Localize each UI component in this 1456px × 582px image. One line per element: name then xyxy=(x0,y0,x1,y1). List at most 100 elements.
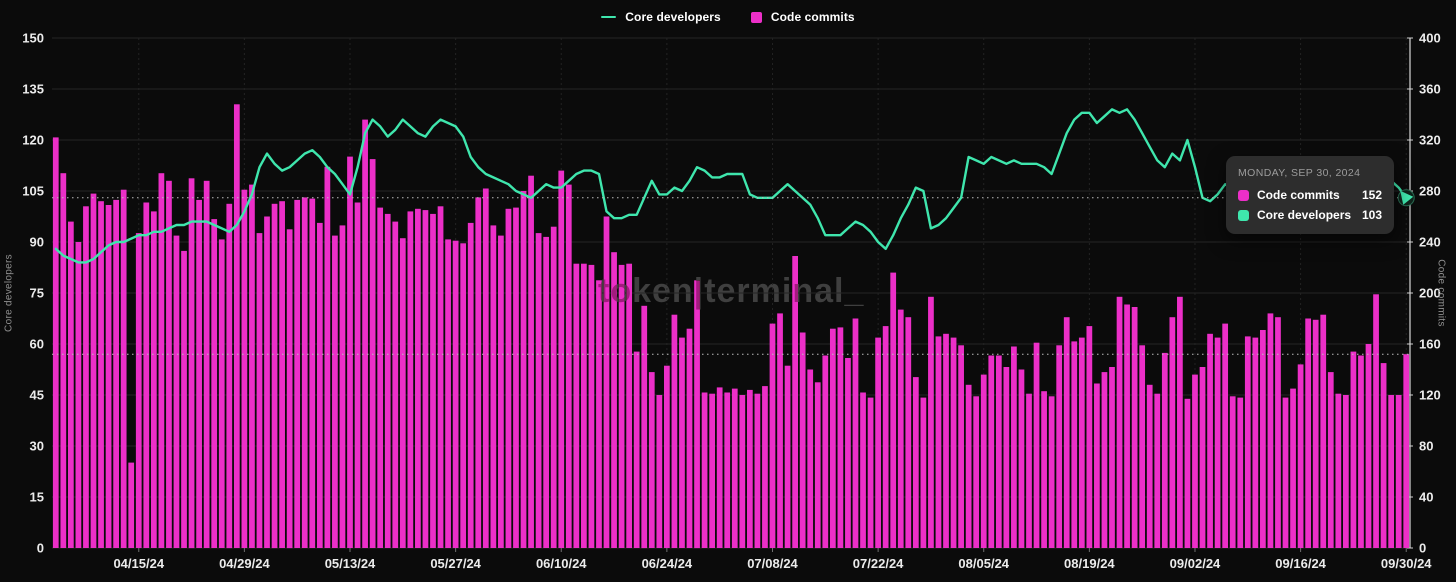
bar-code-commits[interactable] xyxy=(799,332,806,549)
bar-code-commits[interactable] xyxy=(1350,351,1357,548)
bar-code-commits[interactable] xyxy=(1041,391,1047,548)
bar-code-commits[interactable] xyxy=(1260,330,1266,548)
bar-code-commits[interactable] xyxy=(1146,384,1153,548)
bar-code-commits[interactable] xyxy=(822,355,829,549)
bar-code-commits[interactable] xyxy=(573,263,580,548)
bar-code-commits[interactable] xyxy=(1275,317,1281,548)
bar-code-commits[interactable] xyxy=(1086,326,1093,548)
bar-code-commits[interactable] xyxy=(1184,398,1191,548)
bar-code-commits[interactable] xyxy=(890,272,897,548)
bar-code-commits[interactable] xyxy=(513,207,519,548)
bar-code-commits[interactable] xyxy=(1380,363,1387,548)
bar-code-commits[interactable] xyxy=(867,397,874,548)
bar-code-commits[interactable] xyxy=(505,208,512,549)
bar-code-commits[interactable] xyxy=(1297,364,1304,548)
bar-code-commits[interactable] xyxy=(912,377,919,548)
bar-code-commits[interactable] xyxy=(581,263,587,548)
bar-code-commits[interactable] xyxy=(460,243,467,549)
bar-code-commits[interactable] xyxy=(377,207,384,548)
bar-code-commits[interactable] xyxy=(67,221,74,548)
bar-code-commits[interactable] xyxy=(905,317,912,548)
bar-code-commits[interactable] xyxy=(1373,294,1379,548)
bar-code-commits[interactable] xyxy=(52,137,59,548)
bar-code-commits[interactable] xyxy=(354,202,361,549)
bar-code-commits[interactable] xyxy=(445,239,451,548)
bar-code-commits[interactable] xyxy=(218,239,225,548)
bar-code-commits[interactable] xyxy=(1101,372,1108,548)
bar-code-commits[interactable] xyxy=(958,345,964,548)
bar-code-commits[interactable] xyxy=(158,173,165,548)
bar-code-commits[interactable] xyxy=(1154,393,1161,548)
bar-code-commits[interactable] xyxy=(1229,396,1236,548)
bar-code-commits[interactable] xyxy=(143,202,150,549)
bar-code-commits[interactable] xyxy=(1335,393,1342,548)
bar-code-commits[interactable] xyxy=(807,369,814,549)
bar-code-commits[interactable] xyxy=(769,323,776,548)
bar-code-commits[interactable] xyxy=(995,355,1002,549)
bar-code-commits[interactable] xyxy=(550,226,557,548)
bar-code-commits[interactable] xyxy=(1244,336,1251,548)
bar-code-commits[interactable] xyxy=(309,198,316,548)
bar-code-commits[interactable] xyxy=(332,235,338,548)
bar-code-commits[interactable] xyxy=(1282,397,1289,548)
bar-code-commits[interactable] xyxy=(1109,367,1115,548)
bar-code-commits[interactable] xyxy=(392,221,399,548)
bar-code-commits[interactable] xyxy=(279,201,285,548)
bar-code-commits[interactable] xyxy=(965,384,972,548)
bar-code-commits[interactable] xyxy=(105,205,112,548)
bar-code-commits[interactable] xyxy=(430,213,436,548)
bar-code-commits[interactable] xyxy=(475,197,482,548)
bar-code-commits[interactable] xyxy=(422,210,429,548)
bar-code-commits[interactable] xyxy=(498,235,504,548)
bar-code-commits[interactable] xyxy=(98,201,104,548)
bar-code-commits[interactable] xyxy=(686,328,693,548)
bar-code-commits[interactable] xyxy=(1388,395,1395,548)
bar-code-commits[interactable] xyxy=(1199,367,1206,548)
bar-code-commits[interactable] xyxy=(837,327,844,548)
bar-code-commits[interactable] xyxy=(113,199,119,548)
bar-code-commits[interactable] xyxy=(1252,337,1259,548)
bar-code-commits[interactable] xyxy=(452,240,459,548)
bar-code-commits[interactable] xyxy=(1312,319,1319,548)
bar-code-commits[interactable] xyxy=(1207,333,1213,548)
bar-code-commits[interactable] xyxy=(1011,346,1017,549)
bar-code-commits[interactable] xyxy=(618,264,625,548)
bar-code-commits[interactable] xyxy=(739,395,746,548)
bar-code-commits[interactable] xyxy=(1124,304,1130,549)
bar-code-commits[interactable] xyxy=(731,388,738,548)
bar-code-commits[interactable] xyxy=(399,238,406,548)
bar-code-commits[interactable] xyxy=(679,337,685,548)
bar-code-commits[interactable] xyxy=(1192,374,1198,548)
bar-code-commits[interactable] xyxy=(754,393,761,548)
bar-code-commits[interactable] xyxy=(1177,296,1183,548)
bar-code-commits[interactable] xyxy=(656,395,663,548)
bar-code-commits[interactable] xyxy=(1214,337,1221,548)
bar-code-commits[interactable] xyxy=(784,365,791,548)
legend-item-core-developers[interactable]: Core developers xyxy=(601,10,721,24)
bar-code-commits[interactable] xyxy=(482,188,489,549)
bar-code-commits[interactable] xyxy=(671,314,678,548)
bar-code-commits[interactable] xyxy=(1237,397,1244,548)
bar-code-commits[interactable] xyxy=(301,197,308,548)
bar-code-commits[interactable] xyxy=(792,256,798,548)
bar-code-commits[interactable] xyxy=(120,189,127,548)
bar-code-commits[interactable] xyxy=(528,175,534,548)
bar-code-commits[interactable] xyxy=(75,242,82,548)
bar-code-commits[interactable] xyxy=(1327,372,1334,548)
bar-code-commits[interactable] xyxy=(746,389,753,548)
bar-code-commits[interactable] xyxy=(233,104,240,549)
bar-code-commits[interactable] xyxy=(83,206,89,549)
bar-code-commits[interactable] xyxy=(845,358,851,548)
bar-code-commits[interactable] xyxy=(166,180,172,549)
bar-code-commits[interactable] xyxy=(1026,393,1032,548)
bar-code-commits[interactable] xyxy=(565,184,572,548)
bar-code-commits[interactable] xyxy=(1320,314,1327,548)
bar-code-commits[interactable] xyxy=(648,372,655,548)
bar-code-commits[interactable] xyxy=(490,225,497,548)
bar-code-commits[interactable] xyxy=(264,216,270,549)
bar-code-commits[interactable] xyxy=(603,216,610,549)
bar-code-commits[interactable] xyxy=(596,280,602,549)
bar-code-commits[interactable] xyxy=(249,184,255,548)
bar-code-commits[interactable] xyxy=(415,208,421,549)
